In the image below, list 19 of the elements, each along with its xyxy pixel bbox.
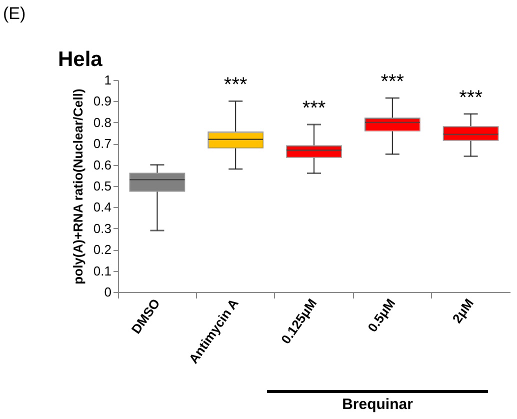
y-tick-label: 0	[104, 284, 112, 300]
y-tick-label: 0.1	[93, 263, 112, 278]
text: (E)	[3, 4, 26, 24]
y-tick-label: 0.4	[93, 200, 112, 215]
chart-title: Hela	[58, 48, 103, 72]
y-tick-label: 0.3	[93, 220, 112, 236]
annotation: ***	[224, 74, 248, 96]
y-tick-label: 0.7	[93, 136, 112, 152]
annotation: ***	[459, 86, 483, 109]
y-tick-label: 0.8	[93, 114, 112, 130]
y-tick-label: 0.2	[93, 242, 112, 258]
y-tick-label: 0.9	[93, 94, 112, 109]
y-tick-label: 0.6	[93, 157, 112, 172]
y-tick-label: 1	[104, 72, 112, 88]
text: Brequinar	[341, 396, 414, 413]
annotation: ***	[302, 98, 326, 120]
y-axis-title: poly(A)+RNA ratio(Nuclear/Cell)	[70, 88, 86, 284]
y-tick-label: 0.5	[93, 178, 112, 194]
annotation: ***	[380, 71, 404, 94]
